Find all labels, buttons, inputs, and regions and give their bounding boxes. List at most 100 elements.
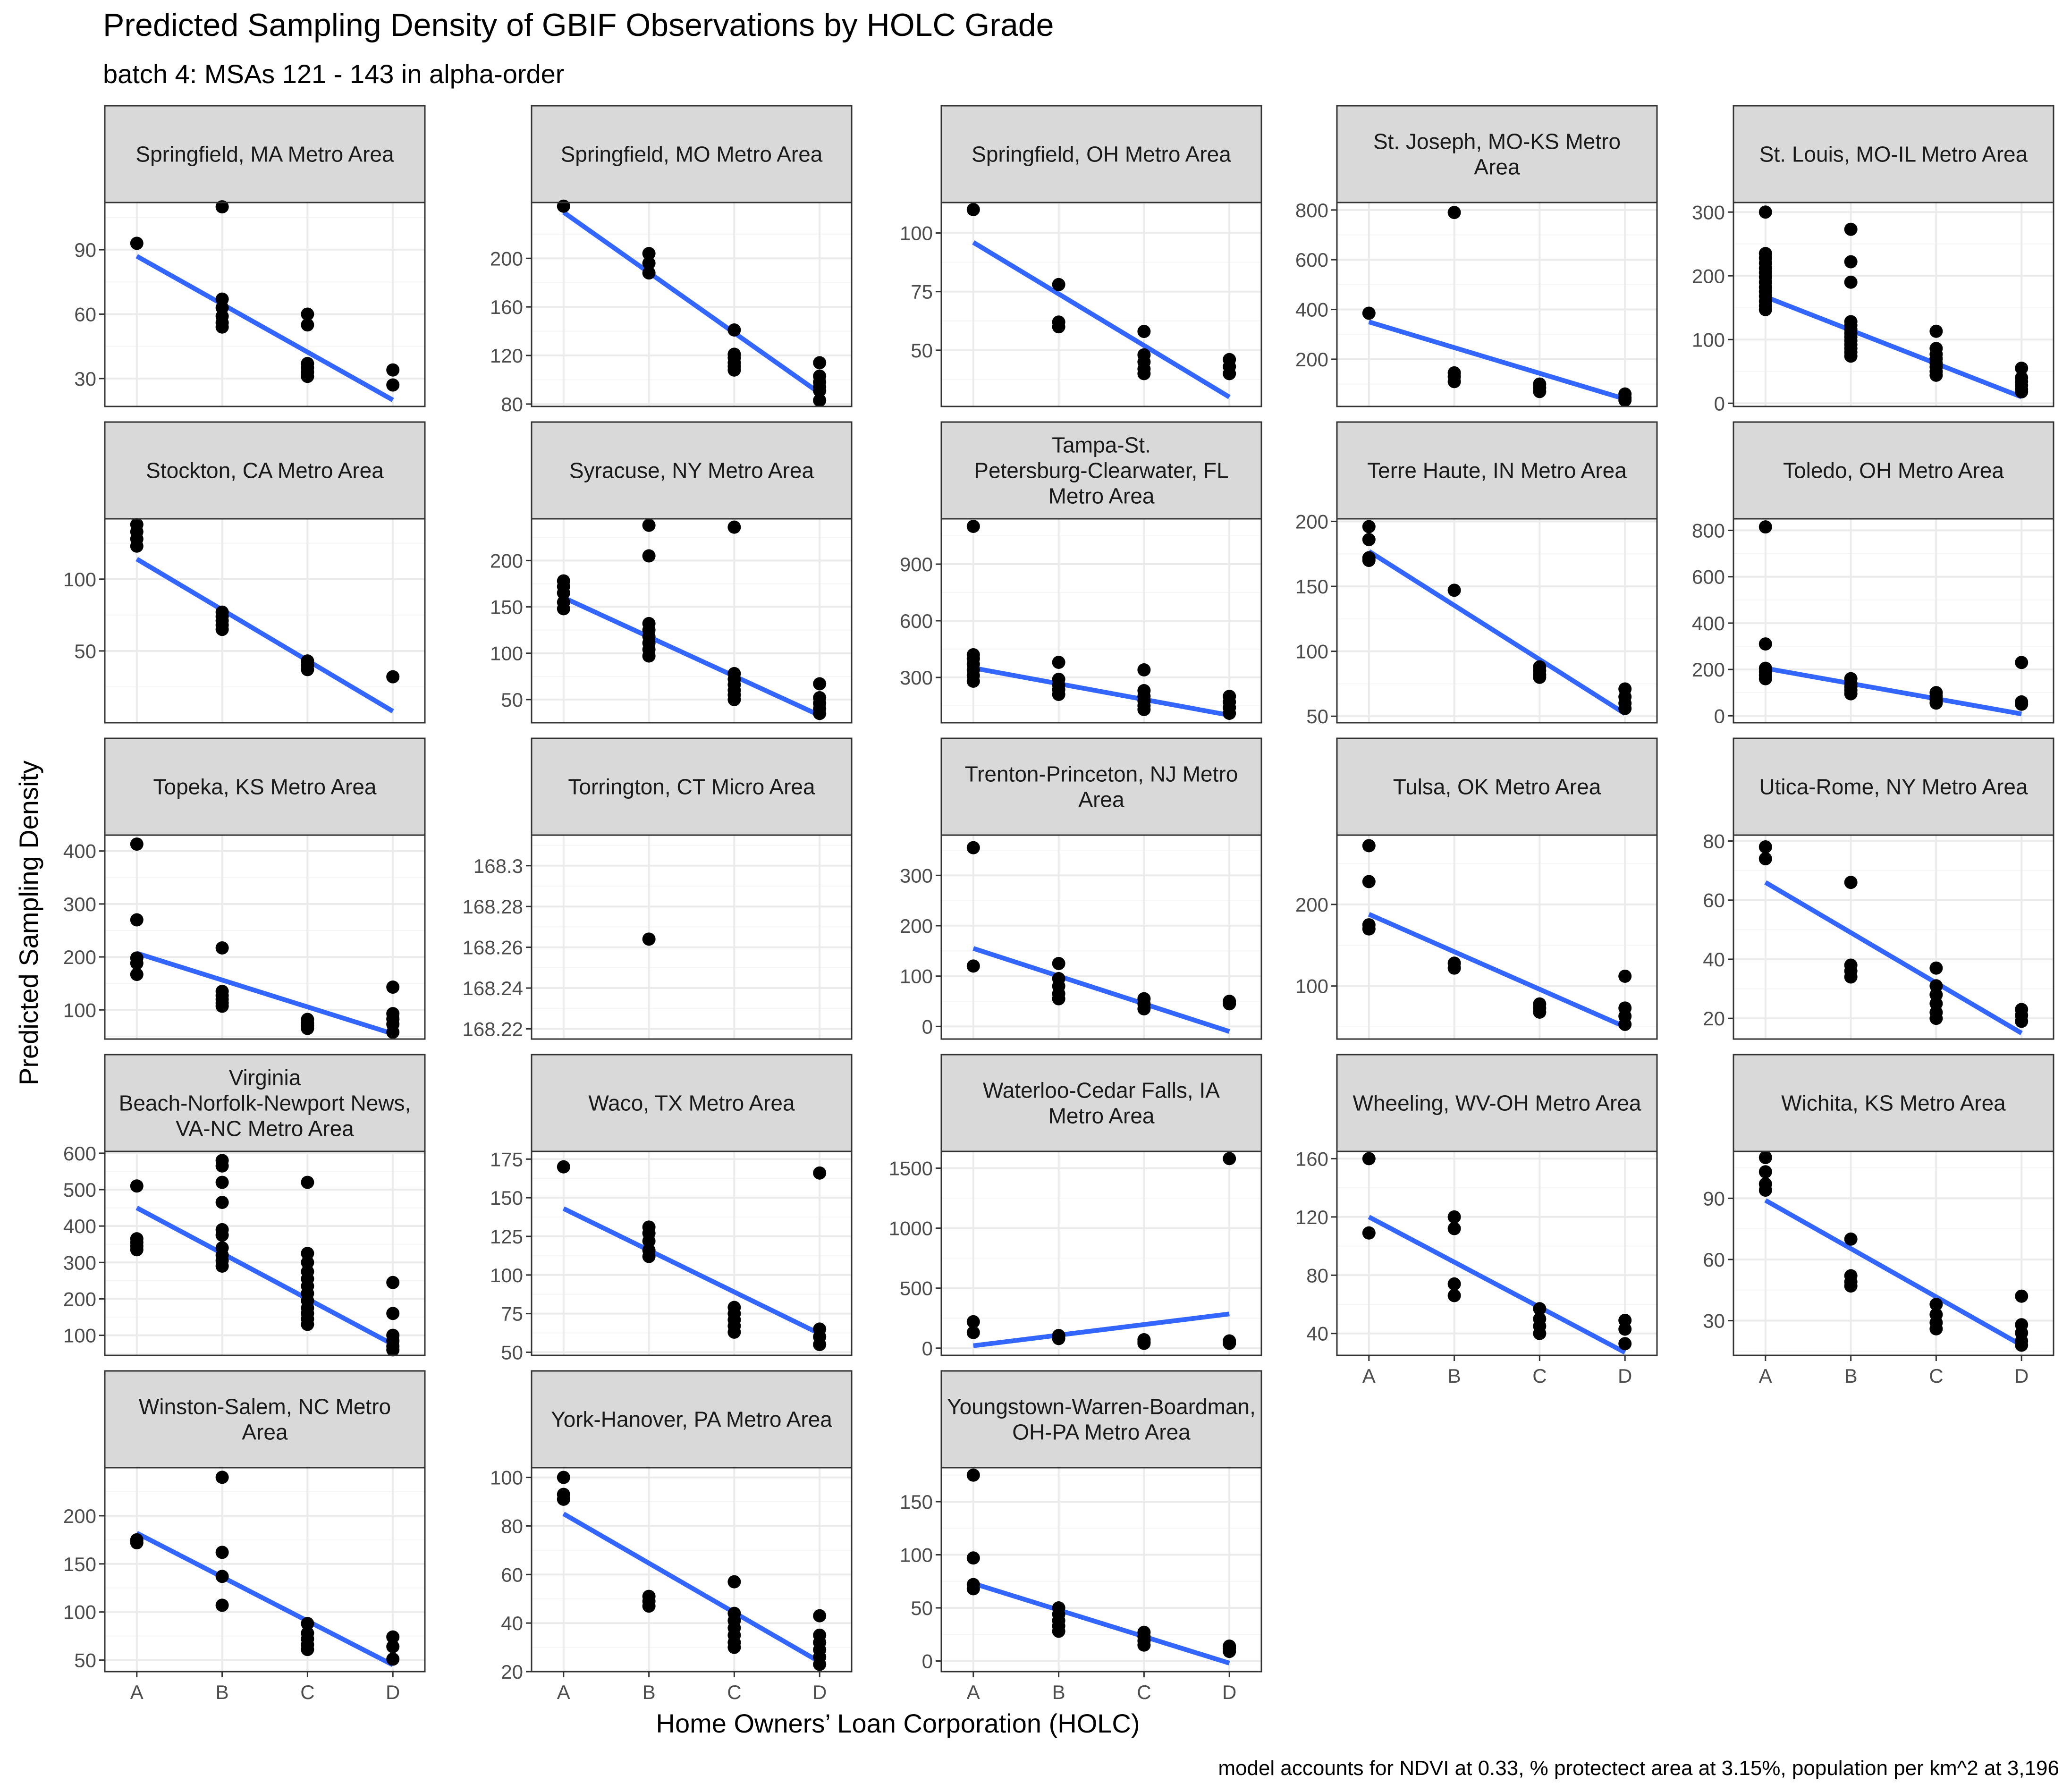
panel-border xyxy=(531,202,853,407)
y-tick-label: 200 xyxy=(1692,265,1725,287)
data-point xyxy=(1447,1277,1461,1291)
facet-strip xyxy=(531,1054,853,1152)
y-tick-label: 600 xyxy=(1692,566,1725,588)
facet-strip xyxy=(1733,737,2054,836)
data-point xyxy=(1052,320,1065,334)
plot-background xyxy=(1337,203,1657,406)
facet-title-line: Springfield, MA Metro Area xyxy=(135,142,394,167)
y-tick-label: 300 xyxy=(1692,201,1725,223)
y-tick-label: 120 xyxy=(490,345,523,367)
data-point xyxy=(1533,1327,1547,1340)
data-point xyxy=(1362,875,1376,888)
facet-panel: Wheeling, WV-OH Metro Area 40 80 120 160 A B C D xyxy=(1295,1054,1658,1387)
y-tick-label: 50 xyxy=(501,689,523,711)
facet-title-line: Tampa-St. xyxy=(1052,433,1151,457)
facet-panel: Topeka, KS Metro Area 100 200 300 400 xyxy=(63,737,426,1040)
data-point xyxy=(301,318,314,332)
data-point xyxy=(1137,703,1151,716)
data-point xyxy=(966,203,980,216)
data-point xyxy=(215,623,229,636)
data-point xyxy=(813,707,827,720)
facet-strip xyxy=(940,737,1262,836)
facet-strip xyxy=(1733,1054,2054,1152)
data-point xyxy=(1223,707,1236,720)
y-tick-label: 50 xyxy=(501,1341,523,1363)
facet-strip xyxy=(940,105,1262,203)
data-point xyxy=(1758,1165,1772,1179)
data-point xyxy=(1618,969,1632,983)
facet-title: Waco, TX Metro Area xyxy=(588,1091,795,1116)
fit-line xyxy=(135,1206,394,1347)
data-point xyxy=(966,675,980,688)
data-point xyxy=(813,677,827,691)
y-tick-label: 600 xyxy=(1295,249,1328,271)
facet-title-line: St. Louis, MO-IL Metro Area xyxy=(1759,142,2028,167)
data-point xyxy=(642,266,656,280)
data-point xyxy=(1844,970,1858,984)
y-tick-label: 175 xyxy=(490,1148,523,1170)
y-tick-label: 400 xyxy=(1692,612,1725,634)
data-point xyxy=(1758,840,1772,854)
data-point xyxy=(1447,1222,1461,1235)
data-point xyxy=(1844,1279,1858,1293)
data-point xyxy=(642,1250,656,1263)
data-point xyxy=(130,968,144,981)
data-point xyxy=(301,1256,314,1269)
y-tick-label: 150 xyxy=(490,596,523,618)
data-point xyxy=(386,1307,400,1320)
data-point xyxy=(1362,1152,1376,1166)
data-point xyxy=(642,932,656,946)
y-tick-label: 80 xyxy=(501,393,523,415)
data-point xyxy=(557,1492,570,1506)
y-tick-label: 100 xyxy=(63,568,96,591)
panel-border xyxy=(1733,518,2054,724)
facet-title: Springfield, OH Metro Area xyxy=(972,142,1231,167)
y-tick-label: 200 xyxy=(1295,348,1328,371)
y-tick-label: 200 xyxy=(1692,659,1725,681)
facet-title-line: Beach-Norfolk-Newport News, xyxy=(119,1091,411,1116)
y-tick-label: 200 xyxy=(490,247,523,270)
y-tick-label: 75 xyxy=(911,281,933,303)
data-point xyxy=(1362,554,1376,567)
facet-panel: Wichita, KS Metro Area 30 60 90 A B C D xyxy=(1703,1054,2054,1387)
facet-title-line: OH-PA Metro Area xyxy=(1012,1420,1191,1445)
data-point xyxy=(130,913,144,927)
y-tick-label: 200 xyxy=(63,1505,96,1527)
y-tick-label: 300 xyxy=(63,1251,96,1274)
facet-strip xyxy=(104,1054,426,1152)
y-tick-label: 150 xyxy=(490,1187,523,1209)
data-point xyxy=(966,959,980,973)
figure-title: Predicted Sampling Density of GBIF Obser… xyxy=(103,7,1054,43)
x-tick-label: A xyxy=(967,1681,980,1703)
facet-panel: St. Joseph, MO-KS Metro Area 200 400 600 800 xyxy=(1295,105,1658,407)
data-point xyxy=(301,1643,314,1657)
data-point xyxy=(557,586,570,600)
fit-line xyxy=(136,951,394,1036)
y-tick-label: 80 xyxy=(501,1515,523,1537)
facet-title-line: Tulsa, OK Metro Area xyxy=(1393,775,1601,799)
data-point xyxy=(1758,1150,1772,1164)
x-tick-label: B xyxy=(1448,1365,1461,1387)
plot-background xyxy=(532,1468,852,1672)
fit-line xyxy=(1764,295,2023,399)
data-point xyxy=(1137,325,1151,338)
panel-border xyxy=(940,518,1262,724)
data-point xyxy=(1533,670,1547,684)
data-point xyxy=(386,1630,400,1644)
x-tick-label: D xyxy=(386,1681,400,1703)
y-tick-label: 400 xyxy=(1295,299,1328,321)
data-point xyxy=(215,1175,229,1189)
plot-background xyxy=(1337,835,1657,1039)
data-point xyxy=(130,1243,144,1257)
facet-title-line: Area xyxy=(1078,787,1124,812)
data-point xyxy=(642,256,656,270)
fit-line xyxy=(135,254,394,402)
data-point xyxy=(1137,1638,1151,1652)
data-point xyxy=(966,1582,980,1596)
y-tick-label: 100 xyxy=(1295,975,1328,997)
plot-background xyxy=(1337,1151,1657,1355)
y-tick-label: 168.3 xyxy=(473,855,523,877)
y-tick-label: 40 xyxy=(1703,948,1725,971)
data-point xyxy=(813,1657,827,1671)
facet-strip xyxy=(1336,1054,1658,1152)
